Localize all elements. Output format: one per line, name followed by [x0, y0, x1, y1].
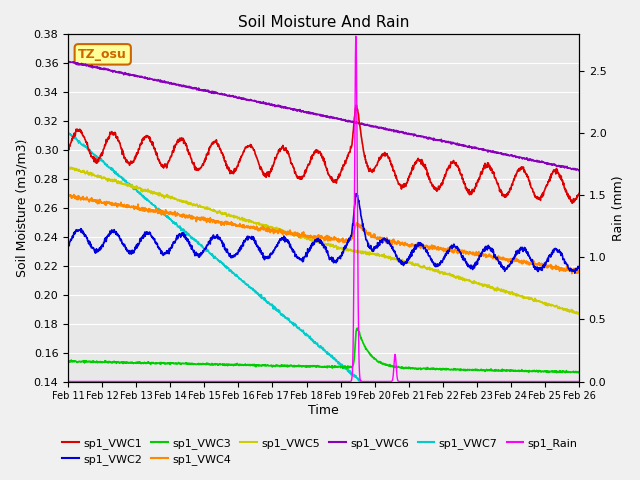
X-axis label: Time: Time: [308, 404, 339, 417]
Legend: sp1_VWC1, sp1_VWC2, sp1_VWC3, sp1_VWC4, sp1_VWC5, sp1_VWC6, sp1_VWC7, sp1_Rain: sp1_VWC1, sp1_VWC2, sp1_VWC3, sp1_VWC4, …: [58, 433, 582, 469]
Y-axis label: Rain (mm): Rain (mm): [612, 175, 625, 240]
Title: Soil Moisture And Rain: Soil Moisture And Rain: [238, 15, 409, 30]
Text: TZ_osu: TZ_osu: [78, 48, 127, 61]
Y-axis label: Soil Moisture (m3/m3): Soil Moisture (m3/m3): [15, 139, 28, 277]
